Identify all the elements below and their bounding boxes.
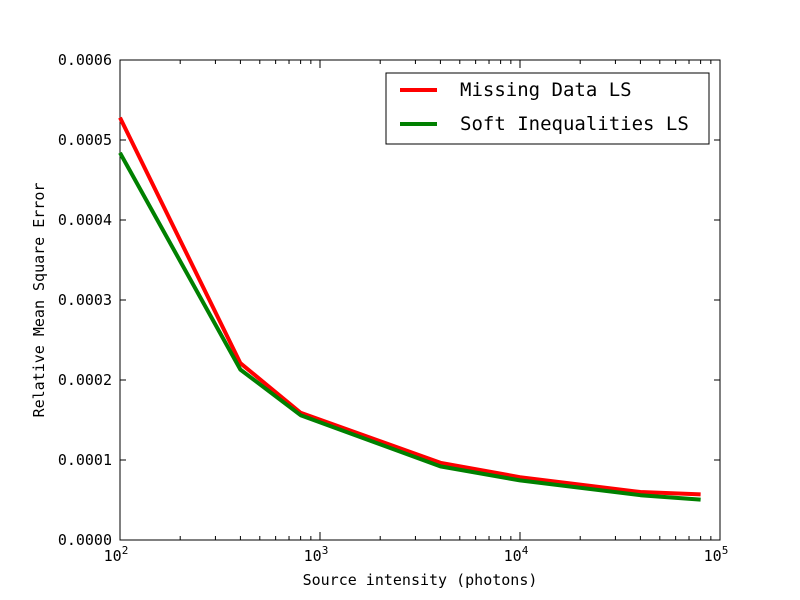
y-tick-label: 0.0006: [58, 51, 112, 69]
series-line-2: [118, 151, 701, 502]
series-line-1: [118, 116, 701, 497]
x-tick-label-exponent: 5: [722, 544, 729, 557]
legend-label-1: Missing Data LS: [460, 79, 632, 101]
legend-label-2: Soft Inequalities LS: [460, 113, 689, 135]
y-tick-label: 0.0001: [58, 451, 112, 469]
x-tick-label-exponent: 2: [122, 544, 129, 557]
y-tick-label: 0.0004: [58, 211, 112, 229]
x-tick-label-exponent: 4: [522, 544, 529, 557]
x-tick-label: 103: [304, 544, 329, 565]
x-tick-label-base: 10: [704, 547, 722, 565]
series-layer: [118, 116, 701, 502]
x-tick-label: 105: [704, 544, 729, 565]
x-tick-label: 102: [104, 544, 129, 565]
y-tick-label: 0.0003: [58, 291, 112, 309]
y-tick-label: 0.0002: [58, 371, 112, 389]
x-tick-label-base: 10: [304, 547, 322, 565]
y-axis-label: Relative Mean Square Error: [30, 183, 48, 418]
ticks-layer: 0.0000 0.0001 0.0002 0.0003 0.0004 0.0005 0.00…: [58, 51, 729, 565]
x-tick-label-base: 10: [504, 547, 522, 565]
x-tick-label-base: 10: [104, 547, 122, 565]
x-tick-label-exponent: 3: [322, 544, 329, 557]
y-tick-label: 0.0000: [58, 531, 112, 549]
legend-box: [385, 72, 710, 145]
y-tick-label: 0.0005: [58, 131, 112, 149]
legend: Missing Data LS Soft Inequalities LS: [385, 72, 710, 145]
x-tick-label: 104: [504, 544, 529, 565]
x-axis-label: Source intensity (photons): [303, 571, 538, 589]
